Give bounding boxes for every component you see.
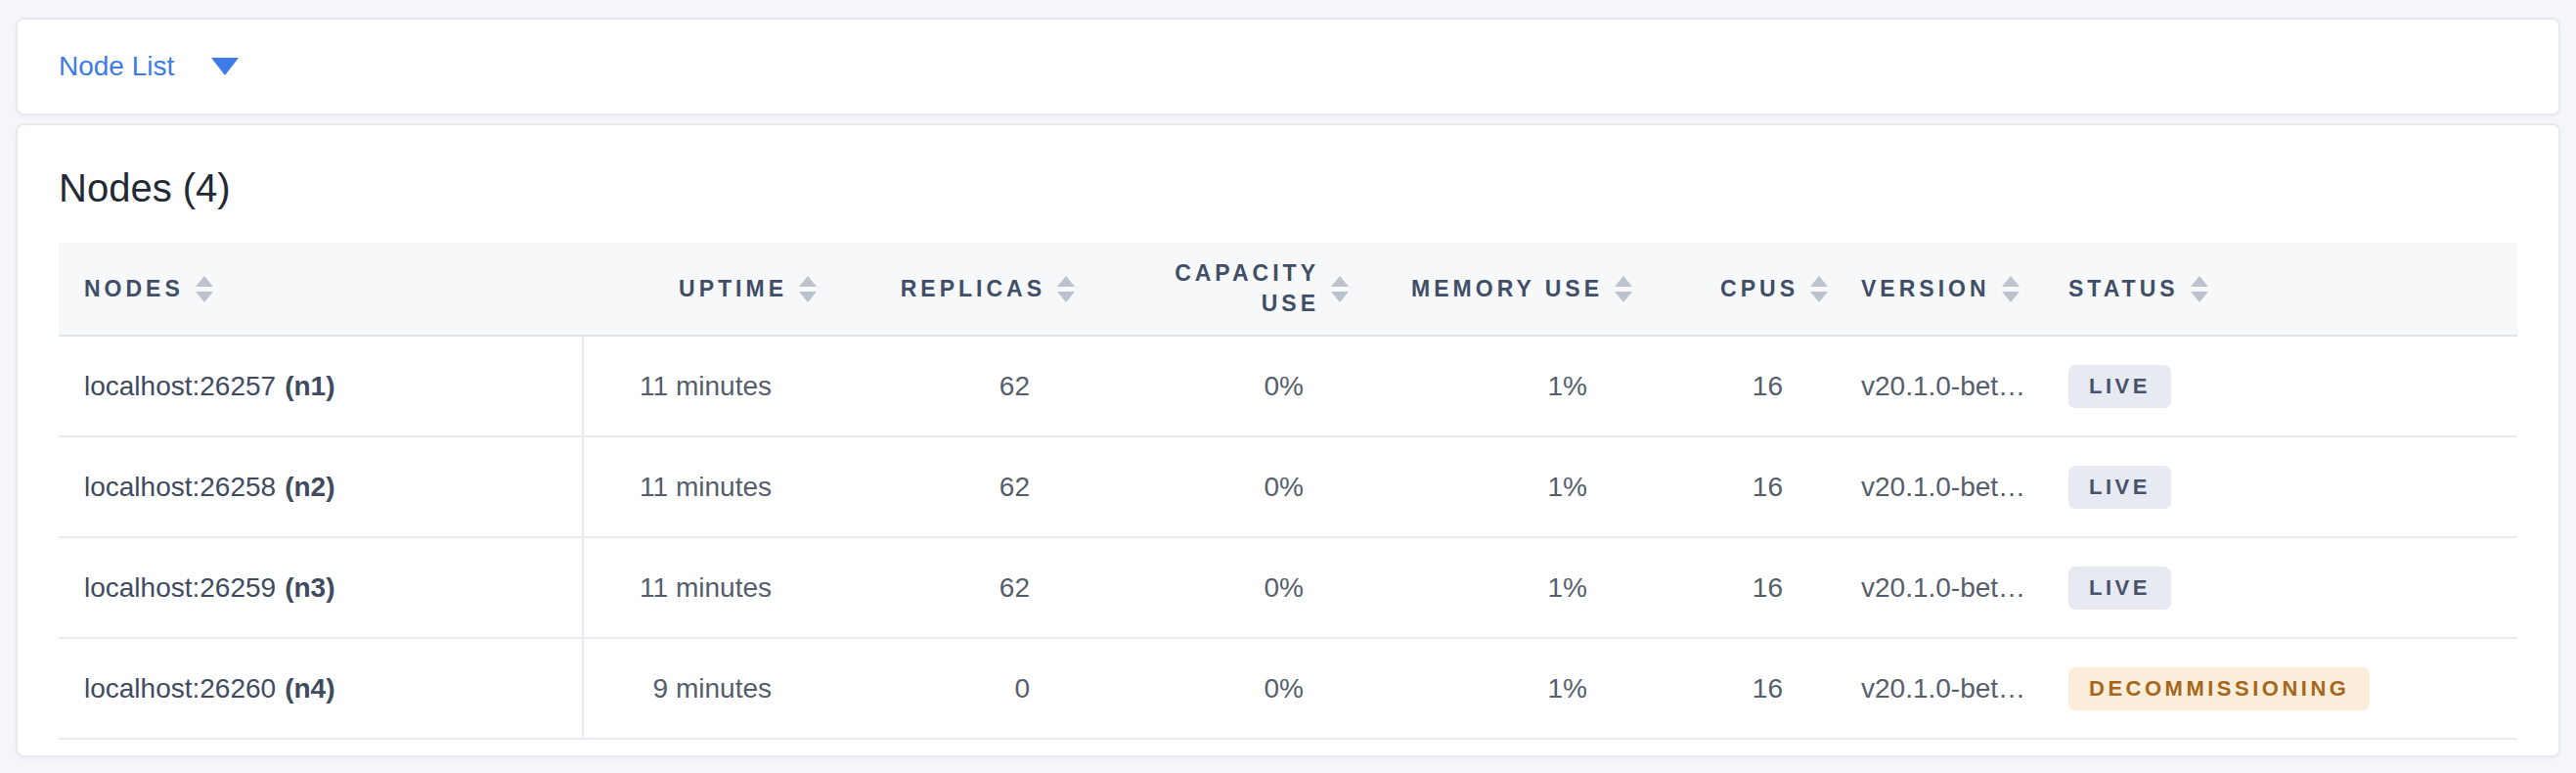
replicas-cell: 62 — [840, 337, 1098, 435]
sort-icon — [1810, 276, 1828, 302]
node-id: (n2) — [285, 472, 334, 503]
table-row: localhost:26259 (n3) 11 minutes 62 0% 1%… — [59, 538, 2517, 639]
cpus-cell: 16 — [1656, 639, 1851, 738]
cpus-cell: 16 — [1656, 437, 1851, 536]
replicas-cell: 62 — [840, 437, 1098, 536]
column-header-version[interactable]: VERSION — [1851, 243, 2047, 335]
node-address: localhost:26257 — [84, 371, 276, 402]
uptime-cell: 11 minutes — [584, 437, 840, 536]
node-address-cell[interactable]: localhost:26260 (n4) — [59, 639, 584, 738]
capacity-use-cell: 0% — [1098, 538, 1372, 637]
node-address: localhost:26258 — [84, 472, 276, 503]
status-cell: LIVE — [2047, 337, 2517, 435]
sort-icon — [799, 276, 817, 302]
table-row: localhost:26260 (n4) 9 minutes 0 0% 1% 1… — [59, 639, 2517, 740]
column-header-capacity-use[interactable]: CAPACITY USE — [1098, 243, 1372, 335]
sort-icon — [1615, 276, 1632, 302]
uptime-cell: 9 minutes — [584, 639, 840, 738]
node-address-cell[interactable]: localhost:26257 (n1) — [59, 337, 584, 435]
status-badge: LIVE — [2068, 466, 2171, 509]
nodes-card: Nodes (4) NODES UPTIME REPLICAS CAPACITY… — [16, 123, 2560, 757]
status-badge: DECOMMISSIONING — [2068, 667, 2370, 710]
node-address-cell[interactable]: localhost:26258 (n2) — [59, 437, 584, 536]
memory-use-cell: 1% — [1372, 639, 1656, 738]
sort-icon — [196, 276, 213, 302]
capacity-use-cell: 0% — [1098, 437, 1372, 536]
memory-use-cell: 1% — [1372, 337, 1656, 435]
table-header-row: NODES UPTIME REPLICAS CAPACITY USE MEMOR… — [59, 243, 2517, 337]
status-badge: LIVE — [2068, 567, 2171, 610]
node-id: (n4) — [285, 673, 334, 705]
uptime-cell: 11 minutes — [584, 337, 840, 435]
column-header-cpus[interactable]: CPUS — [1656, 243, 1851, 335]
status-badge: LIVE — [2068, 365, 2171, 408]
table-row: localhost:26257 (n1) 11 minutes 62 0% 1%… — [59, 337, 2517, 437]
column-header-nodes[interactable]: NODES — [59, 243, 584, 335]
version-cell: v20.1.0-bet… — [1851, 437, 2047, 536]
node-id: (n3) — [285, 572, 334, 604]
sort-icon — [2002, 276, 2020, 302]
memory-use-cell: 1% — [1372, 437, 1656, 536]
view-selector-card: Node List — [16, 18, 2560, 115]
node-address-cell[interactable]: localhost:26259 (n3) — [59, 538, 584, 637]
table-row: localhost:26258 (n2) 11 minutes 62 0% 1%… — [59, 437, 2517, 538]
node-id: (n1) — [285, 371, 334, 402]
node-list-table: NODES UPTIME REPLICAS CAPACITY USE MEMOR… — [59, 243, 2517, 740]
column-header-uptime[interactable]: UPTIME — [584, 243, 840, 335]
memory-use-cell: 1% — [1372, 538, 1656, 637]
column-header-memory-use[interactable]: MEMORY USE — [1372, 243, 1656, 335]
version-cell: v20.1.0-bet… — [1851, 538, 2047, 637]
uptime-cell: 11 minutes — [584, 538, 840, 637]
view-selector-dropdown[interactable]: Node List — [59, 53, 239, 80]
version-cell: v20.1.0-bet… — [1851, 639, 2047, 738]
node-address: localhost:26260 — [84, 673, 276, 705]
sort-icon — [1057, 276, 1075, 302]
cpus-cell: 16 — [1656, 337, 1851, 435]
version-cell: v20.1.0-bet… — [1851, 337, 2047, 435]
column-header-status[interactable]: STATUS — [2047, 243, 2517, 335]
nodes-count-title: Nodes (4) — [59, 164, 2517, 211]
view-selector-label: Node List — [59, 53, 174, 80]
sort-icon — [1331, 276, 1349, 302]
status-cell: LIVE — [2047, 538, 2517, 637]
replicas-cell: 0 — [840, 639, 1098, 738]
capacity-use-cell: 0% — [1098, 639, 1372, 738]
status-cell: DECOMMISSIONING — [2047, 639, 2517, 738]
caret-down-icon — [211, 58, 239, 75]
status-cell: LIVE — [2047, 437, 2517, 536]
column-header-replicas[interactable]: REPLICAS — [840, 243, 1098, 335]
node-address: localhost:26259 — [84, 572, 276, 604]
replicas-cell: 62 — [840, 538, 1098, 637]
sort-icon — [2191, 276, 2208, 302]
capacity-use-cell: 0% — [1098, 337, 1372, 435]
cpus-cell: 16 — [1656, 538, 1851, 637]
